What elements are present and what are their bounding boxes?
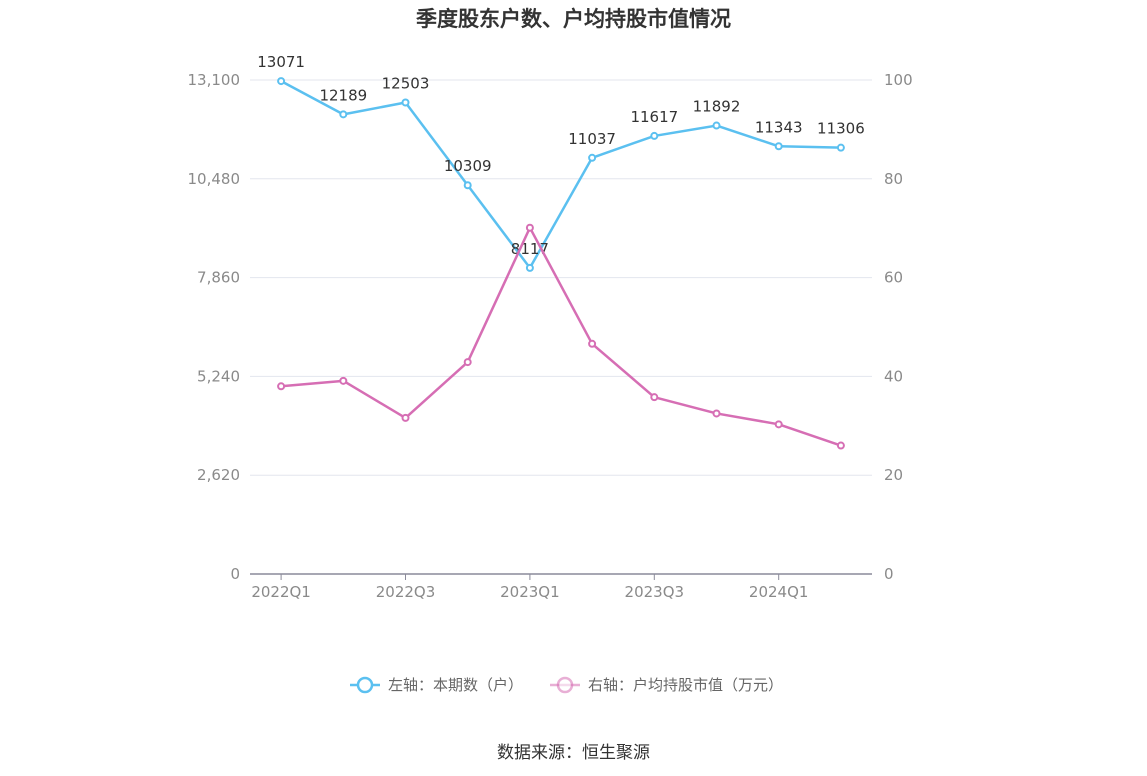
y-left-tick-label: 7,860: [197, 269, 240, 287]
data-point: [588, 153, 597, 162]
y-left-tick-label: 13,100: [188, 71, 241, 89]
data-point: [339, 110, 348, 119]
x-tick-label: 2023Q3: [625, 583, 685, 601]
data-point: [277, 382, 286, 391]
data-point: [463, 181, 472, 190]
data-label: 11892: [693, 98, 741, 116]
y-right-tick-label: 100: [884, 71, 913, 89]
legend-item-right-label: 右轴：户均持股市值（万元）: [588, 676, 783, 694]
y-left-tick-label: 5,240: [197, 367, 240, 385]
data-label: 12189: [319, 86, 367, 104]
data-point: [774, 142, 783, 151]
y-right-tick-label: 80: [884, 170, 903, 188]
data-point: [463, 358, 472, 367]
data-label: 12503: [382, 75, 430, 93]
data-point: [401, 98, 410, 107]
data-label: 11037: [568, 130, 616, 148]
data-point: [836, 143, 845, 152]
data-point: [401, 413, 410, 422]
data-point: [588, 339, 597, 348]
data-label: 10309: [444, 157, 492, 175]
y-right-tick-label: 0: [884, 565, 894, 583]
data-point: [339, 376, 348, 385]
series-line-left: [280, 79, 841, 270]
data-point: [525, 223, 534, 232]
data-point: [650, 131, 659, 140]
x-tick-label: 2022Q3: [376, 583, 436, 601]
y-left-tick-label: 2,620: [197, 466, 240, 484]
legend-item-left-marker: [356, 676, 374, 694]
y-right-tick-label: 40: [884, 367, 903, 385]
legend-item-left-label: 左轴：本期数（户）: [388, 676, 523, 694]
x-tick-label: 2024Q1: [749, 583, 809, 601]
data-point: [836, 441, 845, 450]
y-left-tick-label: 10,480: [188, 170, 241, 188]
data-source: 数据来源：恒生聚源: [497, 743, 650, 763]
data-label: 11617: [630, 108, 678, 126]
data-point: [712, 409, 721, 418]
y-right-tick-label: 20: [884, 466, 903, 484]
data-point: [650, 393, 659, 402]
legend-item-right-marker: [556, 676, 574, 694]
data-point: [525, 263, 534, 272]
data-label: 11306: [817, 120, 865, 138]
data-point: [712, 121, 721, 130]
series-line-right: [280, 226, 842, 447]
x-tick-label: 2022Q1: [251, 583, 311, 601]
data-label: 13071: [257, 53, 305, 71]
y-left-tick-label: 0: [230, 565, 240, 583]
data-label: 11343: [755, 118, 803, 136]
chart-title: 季度股东户数、户均持股市值情况: [416, 7, 731, 31]
data-point: [277, 77, 286, 86]
x-tick-label: 2023Q1: [500, 583, 560, 601]
y-right-tick-label: 60: [884, 269, 903, 287]
data-point: [774, 420, 783, 429]
